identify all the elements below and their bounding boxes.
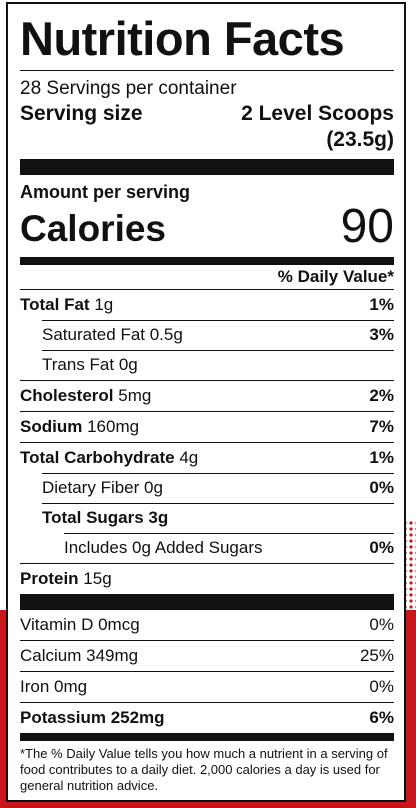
serving-size-row: Serving size 2 Level Scoops (23.5g) [20,101,394,153]
nutrient-dv: 1% [369,448,394,467]
nutrient-name: Total Carbohydrate [20,448,175,467]
nutrient-name: Protein [20,569,79,588]
nutrient-amount: 4g [179,448,199,467]
vitamin-row-vitamin-d: Vitamin D 0mcg 0% [20,610,394,640]
label-title: Nutrition Facts [20,12,345,65]
vitamin-dv: 0% [369,677,394,696]
nutrient-row-trans-fat: Trans Fat 0g [20,350,394,380]
nutrient-row-cholesterol: Cholesterol 5mg 2% [20,380,394,411]
nutrient-amount: 5mg [118,386,152,405]
vitamin-name: Iron 0mg [20,677,88,696]
nutrient-dv: 0% [369,538,394,557]
nutrient-name: Dietary Fiber 0g [42,478,163,497]
nutrient-amount: 160mg [87,417,140,436]
nutrient-name: Includes 0g Added Sugars [64,538,263,557]
vitamin-dv: 25% [359,646,394,665]
vitamin-dv: 6% [369,708,394,727]
divider [20,70,394,71]
servings-per-container: 28 Servings per container [20,78,237,99]
nutrient-row-total-fat: Total Fat 1g 1% [20,289,394,320]
nutrient-name: Cholesterol [20,386,114,405]
nutrient-row-added-sugars: Includes 0g Added Sugars 0% [20,533,394,563]
calories-value: 90 [340,200,394,253]
medium-divider [20,733,394,741]
serving-size-amount-line2: (23.5g) [326,128,394,151]
nutrient-dv: 0% [369,478,394,497]
vitamin-name: Potassium 252mg [20,708,165,727]
daily-value-header: % Daily Value* [277,267,394,286]
serving-size-amount: 2 Level Scoops (23.5g) [241,101,394,153]
vitamin-dv: 0% [369,615,394,634]
nutrition-facts-panel: Nutrition Facts 28 Servings per containe… [6,2,406,802]
serving-size-amount-line1: 2 Level Scoops [241,102,394,125]
nutrient-name: Trans Fat 0g [42,355,138,374]
amount-per-serving: Amount per serving [20,182,191,202]
medium-divider [20,257,394,265]
nutrient-name: Total Sugars 3g [42,508,169,527]
daily-value-footnote: *The % Daily Value tells you how much a … [20,746,388,793]
nutrient-row-total-sugars: Total Sugars 3g [20,503,394,533]
vitamin-name: Calcium 349mg [20,646,139,665]
nutrient-row-sodium: Sodium 160mg 7% [20,411,394,442]
nutrient-row-saturated-fat: Saturated Fat 0.5g 3% [20,320,394,350]
nutrient-row-dietary-fiber: Dietary Fiber 0g 0% [20,473,394,503]
nutrient-dv: 2% [369,386,394,405]
vitamin-row-calcium: Calcium 349mg 25% [20,640,394,671]
vitamin-row-iron: Iron 0mg 0% [20,671,394,702]
thick-divider [20,159,394,175]
nutrient-amount: 15g [83,569,112,588]
nutrient-name: Saturated Fat 0.5g [42,325,183,344]
nutrient-name: Sodium [20,417,83,436]
calories-row: Calories 90 [20,203,394,251]
nutrient-row-protein: Protein 15g [20,563,394,594]
vitamin-row-potassium: Potassium 252mg 6% [20,702,394,733]
nutrient-amount: 1g [94,295,114,314]
nutrient-name: Total Fat [20,295,90,314]
serving-size-label: Serving size [20,102,143,125]
nutrient-dv: 1% [369,295,394,314]
thick-divider [20,594,394,610]
nutrient-dv: 3% [369,325,394,344]
calories-label: Calories [20,208,167,249]
nutrient-dv: 7% [369,417,394,436]
vitamin-name: Vitamin D 0mcg [20,615,140,634]
nutrient-row-total-carbohydrate: Total Carbohydrate 4g 1% [20,442,394,473]
